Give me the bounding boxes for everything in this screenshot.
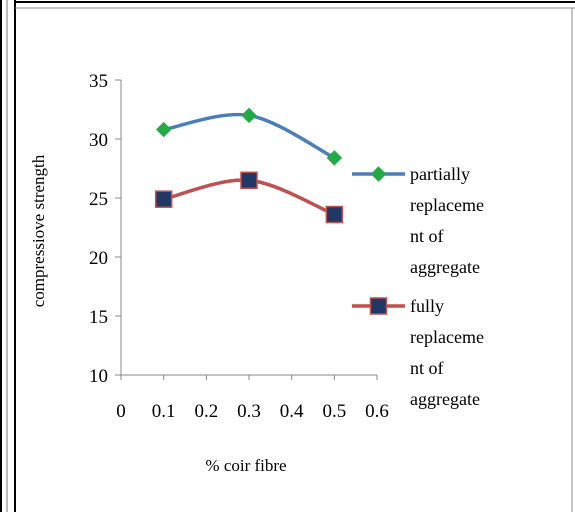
legend-label-line: aggregate (410, 389, 480, 409)
legend-label-line: nt of (410, 226, 444, 246)
x-tick-label: 0.4 (280, 401, 304, 422)
y-tick-label: 15 (89, 307, 108, 328)
legend-item: fully replaceme nt of aggregate (352, 296, 484, 409)
x-tick-labels: 0 0.1 0.2 0.3 0.4 0.5 0.6 (116, 401, 389, 422)
data-point-marker (240, 171, 258, 190)
legend-marker (370, 166, 387, 182)
legend-item: partially replaceme nt of aggregate (352, 164, 484, 277)
y-axis-title: compressiove strength (29, 154, 48, 307)
data-point-marker (326, 150, 343, 166)
axes (115, 79, 378, 380)
x-axis-title: % coir fibre (205, 456, 286, 475)
x-tick-label: 0.3 (237, 401, 261, 422)
legend: partially replaceme nt of aggregate fully rep… (352, 164, 484, 409)
legend-label-line: aggregate (410, 257, 480, 277)
legend-label-line: fully (410, 296, 444, 316)
legend-label-line: replaceme (410, 327, 484, 347)
legend-marker (369, 297, 388, 315)
legend-label-line: replaceme (410, 195, 484, 215)
y-tick-label: 25 (89, 189, 108, 210)
series-group (154, 107, 344, 224)
y-tick-label: 30 (89, 130, 108, 151)
y-tick-label: 20 (89, 248, 108, 269)
series-2 (154, 171, 344, 224)
data-point-marker (154, 190, 173, 208)
y-tick-label: 10 (89, 366, 108, 387)
x-tick-label: 0.6 (365, 401, 389, 422)
legend-label-line: partially (410, 164, 470, 184)
data-point-marker (155, 121, 172, 138)
data-point-marker (241, 107, 257, 124)
x-tick-label: 0.5 (322, 401, 346, 422)
legend-label-line: nt of (410, 358, 444, 378)
data-point-marker (325, 205, 344, 224)
series-1 (155, 107, 343, 166)
x-tick-label: 0 (116, 401, 126, 422)
y-tick-label: 35 (89, 71, 108, 92)
x-tick-label: 0.1 (152, 401, 176, 422)
x-tick-label: 0.2 (194, 401, 218, 422)
y-tick-labels: 10 15 20 25 30 35 (89, 71, 108, 387)
